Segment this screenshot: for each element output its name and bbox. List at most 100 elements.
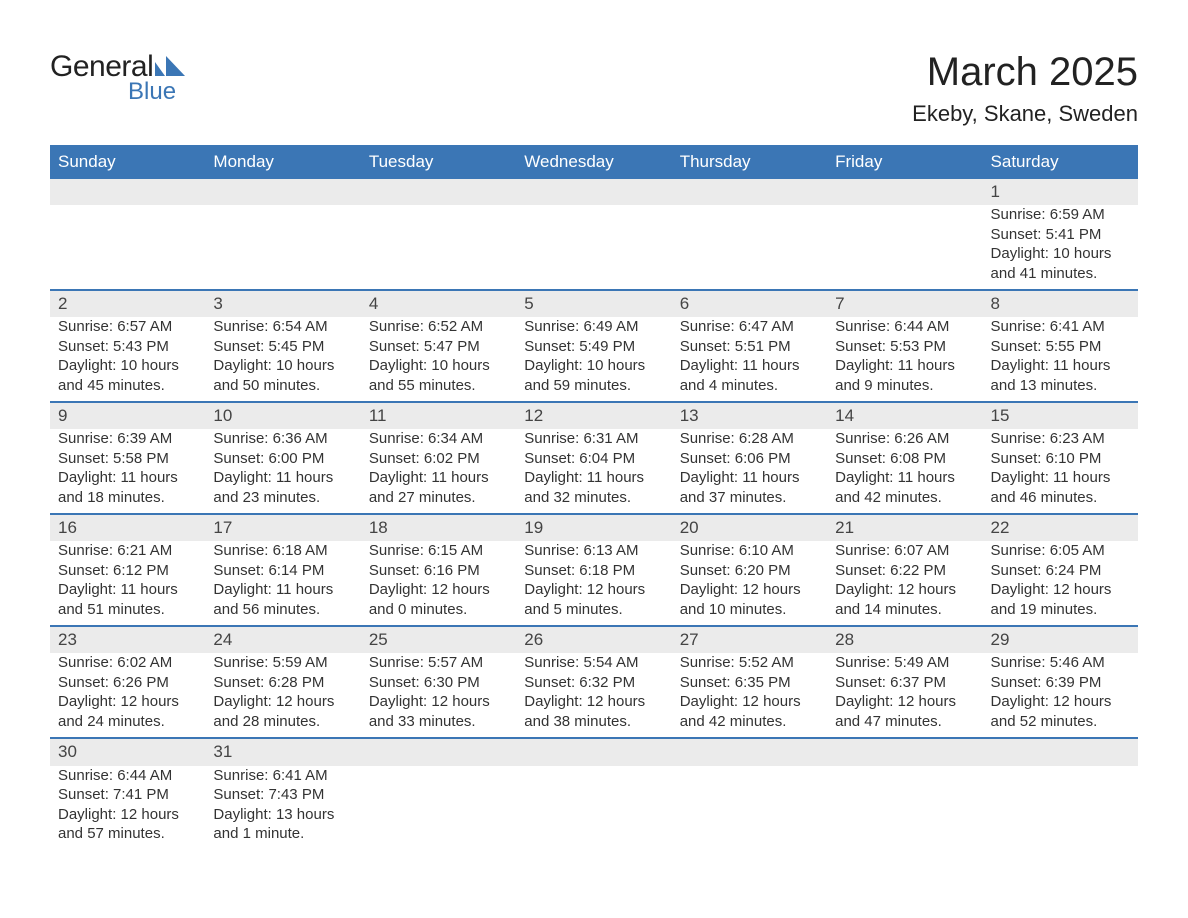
sunset-label: Sunset: 6:10 PM: [991, 449, 1130, 469]
detail-row: Sunrise: 6:02 AMSunset: 6:26 PMDaylight:…: [50, 653, 1138, 738]
weekday-header: Tuesday: [361, 145, 516, 179]
day-number-cell: 16: [50, 514, 205, 541]
day-number-cell: [205, 179, 360, 205]
sunrise-label: Sunrise: 6:18 AM: [213, 541, 352, 561]
day-detail-cell: [672, 766, 827, 850]
day-number-cell: 4: [361, 290, 516, 317]
weekday-header: Sunday: [50, 145, 205, 179]
daylight-label: Daylight: 12 hours and 10 minutes.: [680, 580, 819, 619]
sunrise-label: Sunrise: 6:57 AM: [58, 317, 197, 337]
day-detail-cell: Sunrise: 5:46 AMSunset: 6:39 PMDaylight:…: [983, 653, 1138, 738]
day-number-cell: 25: [361, 626, 516, 653]
daylight-label: Daylight: 12 hours and 57 minutes.: [58, 805, 197, 844]
sunset-label: Sunset: 5:47 PM: [369, 337, 508, 357]
sunset-label: Sunset: 5:55 PM: [991, 337, 1130, 357]
daylight-label: Daylight: 12 hours and 33 minutes.: [369, 692, 508, 731]
sunset-label: Sunset: 6:02 PM: [369, 449, 508, 469]
daylight-label: Daylight: 12 hours and 5 minutes.: [524, 580, 663, 619]
sunset-label: Sunset: 6:32 PM: [524, 673, 663, 693]
header: General Blue March 2025 Ekeby, Skane, Sw…: [50, 50, 1138, 127]
day-number-cell: 17: [205, 514, 360, 541]
day-detail-cell: Sunrise: 5:49 AMSunset: 6:37 PMDaylight:…: [827, 653, 982, 738]
day-number-cell: 10: [205, 402, 360, 429]
day-detail-cell: [205, 205, 360, 290]
sunrise-label: Sunrise: 5:57 AM: [369, 653, 508, 673]
day-number-cell: 28: [827, 626, 982, 653]
sunrise-label: Sunrise: 6:41 AM: [213, 766, 352, 786]
daylight-label: Daylight: 12 hours and 0 minutes.: [369, 580, 508, 619]
daylight-label: Daylight: 10 hours and 50 minutes.: [213, 356, 352, 395]
sunrise-label: Sunrise: 5:59 AM: [213, 653, 352, 673]
weekday-header: Friday: [827, 145, 982, 179]
day-number-cell: 20: [672, 514, 827, 541]
day-detail-cell: Sunrise: 6:05 AMSunset: 6:24 PMDaylight:…: [983, 541, 1138, 626]
day-detail-cell: [672, 205, 827, 290]
daynum-row: 1: [50, 179, 1138, 205]
day-detail-cell: [361, 766, 516, 850]
sunrise-label: Sunrise: 6:44 AM: [58, 766, 197, 786]
sunrise-label: Sunrise: 5:54 AM: [524, 653, 663, 673]
sunrise-label: Sunrise: 6:28 AM: [680, 429, 819, 449]
daylight-label: Daylight: 11 hours and 27 minutes.: [369, 468, 508, 507]
daylight-label: Daylight: 11 hours and 56 minutes.: [213, 580, 352, 619]
day-number-cell: 13: [672, 402, 827, 429]
sunset-label: Sunset: 7:43 PM: [213, 785, 352, 805]
sunrise-label: Sunrise: 6:44 AM: [835, 317, 974, 337]
daylight-label: Daylight: 13 hours and 1 minute.: [213, 805, 352, 844]
day-number-cell: 9: [50, 402, 205, 429]
sunrise-label: Sunrise: 6:49 AM: [524, 317, 663, 337]
sunset-label: Sunset: 6:26 PM: [58, 673, 197, 693]
calendar-table: Sunday Monday Tuesday Wednesday Thursday…: [50, 145, 1138, 850]
daylight-label: Daylight: 10 hours and 45 minutes.: [58, 356, 197, 395]
day-number-cell: [672, 738, 827, 765]
day-number-cell: 15: [983, 402, 1138, 429]
sunset-label: Sunset: 6:39 PM: [991, 673, 1130, 693]
daynum-row: 3031: [50, 738, 1138, 765]
daylight-label: Daylight: 11 hours and 18 minutes.: [58, 468, 197, 507]
sunrise-label: Sunrise: 6:41 AM: [991, 317, 1130, 337]
detail-row: Sunrise: 6:44 AMSunset: 7:41 PMDaylight:…: [50, 766, 1138, 850]
sunrise-label: Sunrise: 6:26 AM: [835, 429, 974, 449]
day-number-cell: 21: [827, 514, 982, 541]
day-detail-cell: [361, 205, 516, 290]
sunset-label: Sunset: 6:16 PM: [369, 561, 508, 581]
day-number-cell: 23: [50, 626, 205, 653]
daylight-label: Daylight: 12 hours and 42 minutes.: [680, 692, 819, 731]
sunset-label: Sunset: 6:35 PM: [680, 673, 819, 693]
sunset-label: Sunset: 6:28 PM: [213, 673, 352, 693]
detail-row: Sunrise: 6:57 AMSunset: 5:43 PMDaylight:…: [50, 317, 1138, 402]
sunset-label: Sunset: 5:41 PM: [991, 225, 1130, 245]
sunset-label: Sunset: 6:12 PM: [58, 561, 197, 581]
sunrise-label: Sunrise: 6:13 AM: [524, 541, 663, 561]
day-number-cell: 30: [50, 738, 205, 765]
day-detail-cell: [516, 205, 671, 290]
daylight-label: Daylight: 11 hours and 9 minutes.: [835, 356, 974, 395]
sunrise-label: Sunrise: 6:10 AM: [680, 541, 819, 561]
day-detail-cell: Sunrise: 6:47 AMSunset: 5:51 PMDaylight:…: [672, 317, 827, 402]
weekday-header: Thursday: [672, 145, 827, 179]
weekday-header: Saturday: [983, 145, 1138, 179]
sunset-label: Sunset: 6:18 PM: [524, 561, 663, 581]
brand-logo: General Blue: [50, 50, 185, 106]
daylight-label: Daylight: 11 hours and 13 minutes.: [991, 356, 1130, 395]
day-number-cell: [827, 179, 982, 205]
sunset-label: Sunset: 6:04 PM: [524, 449, 663, 469]
daylight-label: Daylight: 11 hours and 42 minutes.: [835, 468, 974, 507]
day-detail-cell: Sunrise: 6:41 AMSunset: 5:55 PMDaylight:…: [983, 317, 1138, 402]
sunrise-label: Sunrise: 6:36 AM: [213, 429, 352, 449]
sunset-label: Sunset: 5:49 PM: [524, 337, 663, 357]
day-number-cell: 7: [827, 290, 982, 317]
daylight-label: Daylight: 12 hours and 24 minutes.: [58, 692, 197, 731]
day-detail-cell: Sunrise: 6:52 AMSunset: 5:47 PMDaylight:…: [361, 317, 516, 402]
day-detail-cell: Sunrise: 5:57 AMSunset: 6:30 PMDaylight:…: [361, 653, 516, 738]
day-detail-cell: Sunrise: 6:15 AMSunset: 6:16 PMDaylight:…: [361, 541, 516, 626]
daylight-label: Daylight: 11 hours and 46 minutes.: [991, 468, 1130, 507]
sunrise-label: Sunrise: 6:52 AM: [369, 317, 508, 337]
daylight-label: Daylight: 11 hours and 37 minutes.: [680, 468, 819, 507]
daylight-label: Daylight: 10 hours and 59 minutes.: [524, 356, 663, 395]
daylight-label: Daylight: 11 hours and 51 minutes.: [58, 580, 197, 619]
day-number-cell: [361, 738, 516, 765]
day-number-cell: 29: [983, 626, 1138, 653]
sunrise-label: Sunrise: 5:49 AM: [835, 653, 974, 673]
daylight-label: Daylight: 12 hours and 19 minutes.: [991, 580, 1130, 619]
